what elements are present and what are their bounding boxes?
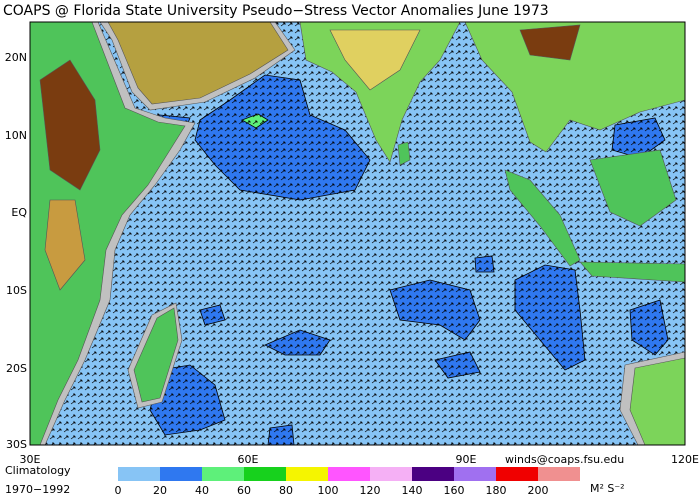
legend-label: 160 [444,484,465,497]
legend-label: 40 [195,484,209,497]
lat-label: 10N [5,129,27,142]
lat-label: 20N [5,51,27,64]
lon-label: 120E [671,453,699,466]
legend-label: 120 [360,484,381,497]
legend-swatch [538,467,580,481]
legend-swatch [412,467,454,481]
lat-label: 20S [6,362,27,375]
legend-label: 140 [402,484,423,497]
land [30,22,685,445]
legend-label: 180 [486,484,507,497]
legend-swatch [370,467,412,481]
lat-label: EQ [11,206,27,219]
climatology-label: Climatology [5,464,71,477]
legend-swatch [328,467,370,481]
lon-label: 60E [238,453,259,466]
climatology-years: 1970−1992 [5,483,70,496]
legend-swatch [496,467,538,481]
title: COAPS @ Florida State University Pseudo−… [3,3,549,19]
legend-label: 100 [318,484,339,497]
lat-label: 30S [6,438,27,451]
legend-label: 20 [153,484,167,497]
legend-swatch [160,467,202,481]
legend-label: 0 [115,484,122,497]
legend-label: 60 [237,484,251,497]
legend-swatch [454,467,496,481]
legend-swatch [118,467,160,481]
map-area [30,22,685,445]
lat-label: 10S [6,284,27,297]
lon-label: 30E [20,453,41,466]
credit: winds@coaps.fsu.edu [505,453,624,466]
legend-swatch [286,467,328,481]
legend-label: 200 [528,484,549,497]
legend-swatch [244,467,286,481]
lon-label: 90E [456,453,477,466]
legend-unit: M² S⁻² [590,482,625,495]
legend-swatch [202,467,244,481]
legend-label: 80 [279,484,293,497]
map-frame [29,21,686,446]
